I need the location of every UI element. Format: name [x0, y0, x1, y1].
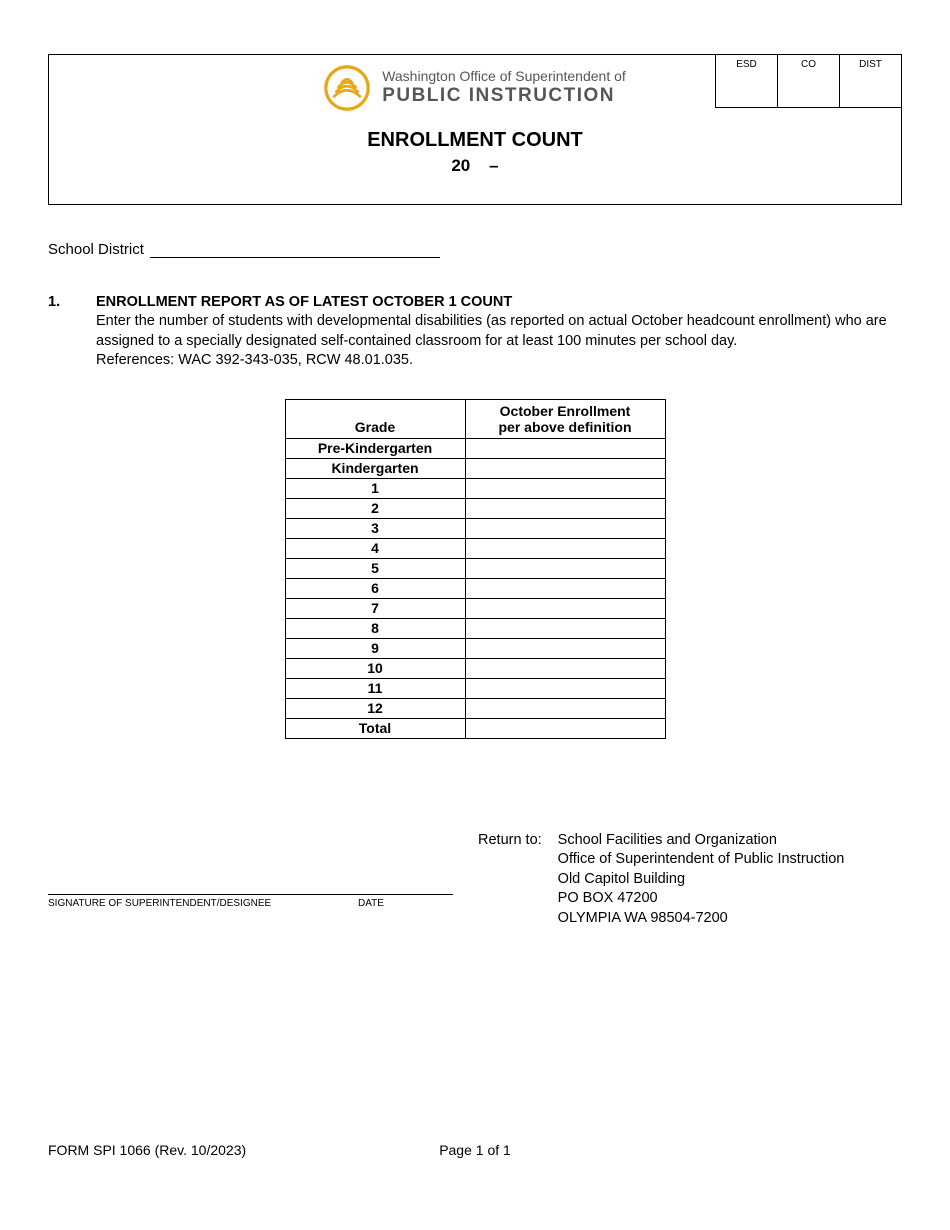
year-sep: –	[489, 156, 498, 175]
return-line-0: School Facilities and Organization	[558, 831, 845, 851]
table-row: 12	[285, 698, 665, 718]
table-row: 10	[285, 658, 665, 678]
return-line-4: OLYMPIA WA 98504-7200	[558, 909, 845, 929]
signature-block: SIGNATURE OF SUPERINTENDENT/DESIGNEE DAT…	[48, 831, 458, 909]
grade-table-body: Pre-KindergartenKindergarten123456789101…	[285, 438, 665, 738]
table-row: 4	[285, 538, 665, 558]
code-esd-cell[interactable]: ESD	[716, 55, 778, 108]
page: ESD CO DIST Washington Office of Superin…	[0, 0, 950, 1230]
org-line2: PUBLIC INSTRUCTION	[382, 85, 626, 108]
district-input-line[interactable]	[150, 242, 440, 258]
signature-return-row: SIGNATURE OF SUPERINTENDENT/DESIGNEE DAT…	[48, 831, 902, 929]
table-row: 1	[285, 478, 665, 498]
grade-cell: 6	[285, 578, 465, 598]
grade-cell: 2	[285, 498, 465, 518]
enrollment-cell[interactable]	[465, 518, 665, 538]
enrollment-cell[interactable]	[465, 698, 665, 718]
table-row: 6	[285, 578, 665, 598]
enrollment-cell[interactable]	[465, 598, 665, 618]
grade-table: Grade October Enrollmentper above defini…	[285, 399, 666, 739]
table-row: 7	[285, 598, 665, 618]
district-row: School District	[48, 241, 902, 258]
enrollment-cell[interactable]	[465, 438, 665, 458]
table-row: 5	[285, 558, 665, 578]
col-enrollment-header: October Enrollmentper above definition	[465, 399, 665, 438]
code-boxes: ESD CO DIST	[715, 54, 902, 108]
grade-cell: 3	[285, 518, 465, 538]
section-body: ENROLLMENT REPORT AS OF LATEST OCTOBER 1…	[96, 294, 902, 371]
enrollment-cell[interactable]	[465, 618, 665, 638]
section-number: 1.	[48, 294, 72, 371]
grade-cell: 7	[285, 598, 465, 618]
enrollment-cell[interactable]	[465, 718, 665, 738]
return-address: School Facilities and Organization Offic…	[558, 831, 845, 929]
return-line-2: Old Capitol Building	[558, 870, 845, 890]
table-row: 9	[285, 638, 665, 658]
form-year: 20 –	[49, 156, 901, 176]
return-line-3: PO BOX 47200	[558, 889, 845, 909]
district-label: School District	[48, 241, 144, 258]
col-grade-header: Grade	[285, 399, 465, 438]
return-block: Return to: School Facilities and Organiz…	[478, 831, 902, 929]
footer-page: Page 1 of 1	[333, 1142, 618, 1158]
return-line-1: Office of Superintendent of Public Instr…	[558, 850, 845, 870]
grade-cell: 11	[285, 678, 465, 698]
section-1: 1. ENROLLMENT REPORT AS OF LATEST OCTOBE…	[48, 294, 902, 371]
table-row: 2	[285, 498, 665, 518]
ospi-logo-icon	[324, 65, 370, 111]
header-box: ESD CO DIST Washington Office of Superin…	[48, 54, 902, 205]
enrollment-cell[interactable]	[465, 578, 665, 598]
grade-cell: 12	[285, 698, 465, 718]
enrollment-cell[interactable]	[465, 538, 665, 558]
table-row: 11	[285, 678, 665, 698]
return-to-label: Return to:	[478, 831, 542, 929]
footer: FORM SPI 1066 (Rev. 10/2023) Page 1 of 1	[48, 1142, 902, 1158]
grade-cell: Pre-Kindergarten	[285, 438, 465, 458]
table-row: 8	[285, 618, 665, 638]
org-line1: Washington Office of Superintendent of	[382, 68, 626, 85]
enrollment-cell[interactable]	[465, 658, 665, 678]
section-text-2: References: WAC 392-343-035, RCW 48.01.0…	[96, 351, 902, 371]
code-co-cell[interactable]: CO	[778, 55, 840, 108]
logo-text: Washington Office of Superintendent of P…	[382, 68, 626, 108]
footer-form-id: FORM SPI 1066 (Rev. 10/2023)	[48, 1142, 333, 1158]
grade-cell: 8	[285, 618, 465, 638]
enrollment-cell[interactable]	[465, 678, 665, 698]
enrollment-cell[interactable]	[465, 478, 665, 498]
table-row: Total	[285, 718, 665, 738]
code-dist-cell[interactable]: DIST	[840, 55, 902, 108]
section-heading: ENROLLMENT REPORT AS OF LATEST OCTOBER 1…	[96, 294, 902, 310]
enrollment-cell[interactable]	[465, 458, 665, 478]
date-label: DATE	[358, 898, 384, 909]
table-row: 3	[285, 518, 665, 538]
signature-line[interactable]	[48, 879, 453, 895]
grade-cell: 4	[285, 538, 465, 558]
enrollment-cell[interactable]	[465, 498, 665, 518]
grade-cell: 9	[285, 638, 465, 658]
grade-cell: Kindergarten	[285, 458, 465, 478]
enrollment-cell[interactable]	[465, 638, 665, 658]
grade-cell: Total	[285, 718, 465, 738]
signature-label: SIGNATURE OF SUPERINTENDENT/DESIGNEE	[48, 898, 358, 909]
enrollment-cell[interactable]	[465, 558, 665, 578]
table-row: Pre-Kindergarten	[285, 438, 665, 458]
grade-cell: 10	[285, 658, 465, 678]
signature-labels: SIGNATURE OF SUPERINTENDENT/DESIGNEE DAT…	[48, 898, 458, 909]
footer-spacer	[617, 1142, 902, 1158]
grade-cell: 5	[285, 558, 465, 578]
year-prefix: 20	[451, 156, 470, 175]
section-text-1: Enter the number of students with develo…	[96, 312, 902, 351]
grade-cell: 1	[285, 478, 465, 498]
form-title: ENROLLMENT COUNT	[49, 129, 901, 152]
table-row: Kindergarten	[285, 458, 665, 478]
